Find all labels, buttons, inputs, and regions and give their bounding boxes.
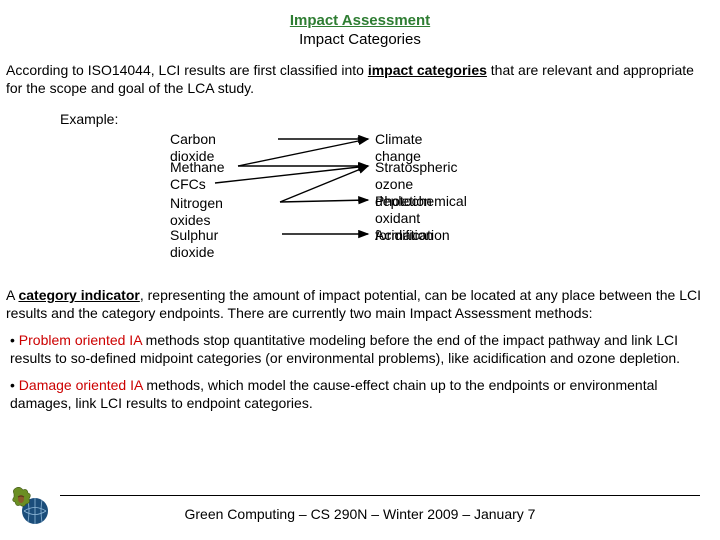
- b1-dot: •: [10, 332, 19, 348]
- footer-divider: [60, 495, 700, 496]
- intro-pre: According to ISO14044, LCI results are f…: [6, 62, 368, 78]
- p2-bold: category indicator: [18, 287, 139, 303]
- bullet-damage-oriented: • Damage oriented IA methods, which mode…: [0, 367, 720, 412]
- oak-globe-logo: [8, 484, 50, 526]
- p2-pre: A: [6, 287, 18, 303]
- page-title: Impact Assessment: [0, 12, 720, 29]
- example-label: Example:: [0, 97, 720, 127]
- arrow-layer: [0, 131, 720, 281]
- footer-text: Green Computing – CS 290N – Winter 2009 …: [0, 506, 720, 522]
- mapping-diagram: Carbon dioxide Methane CFCs Nitrogen oxi…: [0, 131, 720, 281]
- intro-bold: impact categories: [368, 62, 487, 78]
- b1-red: Problem oriented IA: [19, 332, 142, 348]
- b2-dot: •: [10, 377, 19, 393]
- b2-red: Damage oriented IA: [19, 377, 143, 393]
- bullet-problem-oriented: • Problem oriented IA methods stop quant…: [0, 322, 720, 367]
- page-subtitle: Impact Categories: [0, 31, 720, 48]
- category-indicator-paragraph: A category indicator, representing the a…: [0, 281, 720, 322]
- intro-paragraph: According to ISO14044, LCI results are f…: [0, 48, 720, 97]
